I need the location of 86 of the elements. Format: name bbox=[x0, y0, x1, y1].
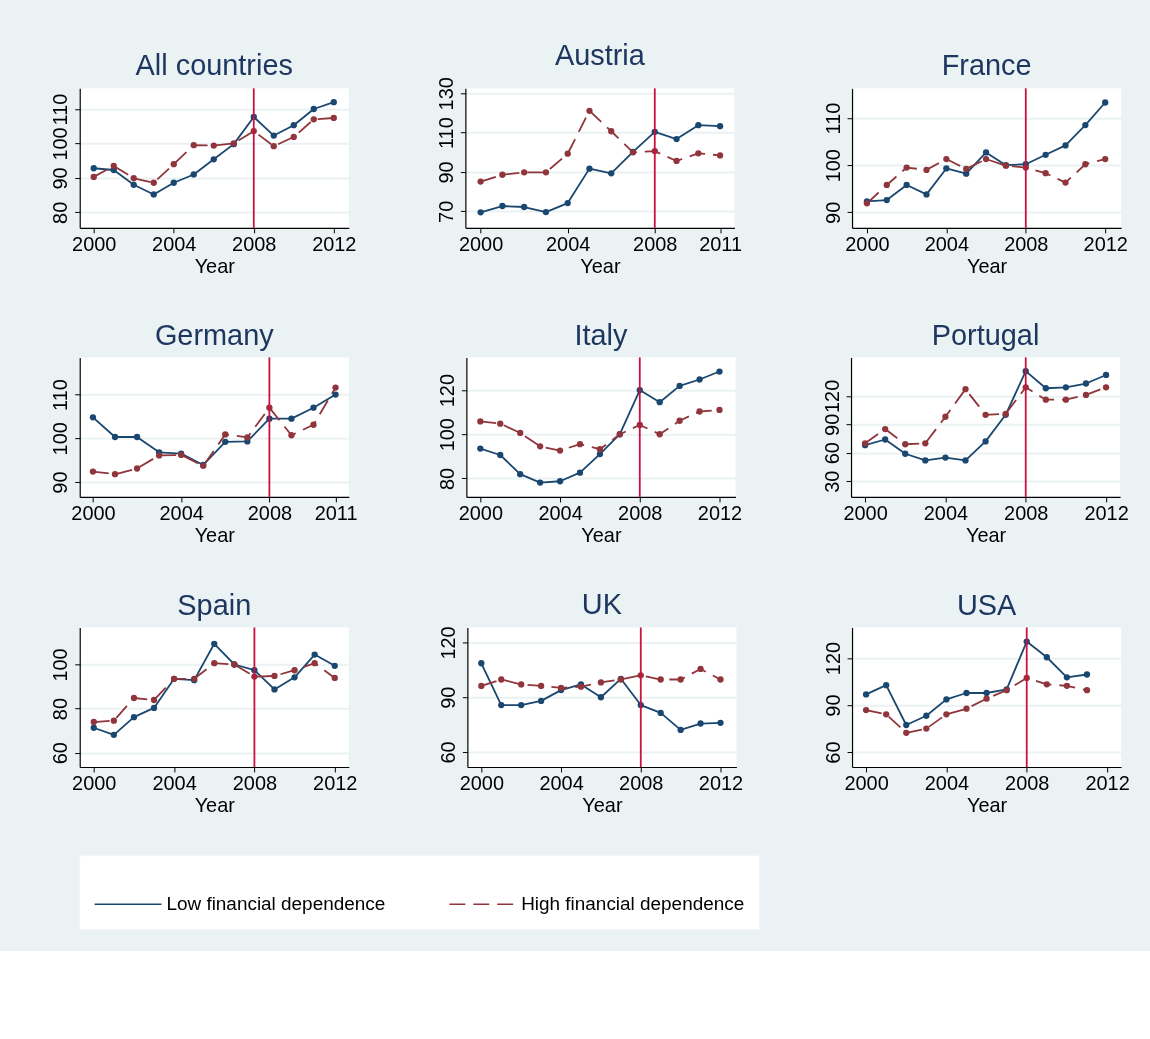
x-tick-label: 2000 bbox=[844, 772, 889, 795]
chart-title: Austria bbox=[554, 38, 646, 71]
x-tick-label: 2008 bbox=[1005, 772, 1050, 795]
x-tick-label: 2000 bbox=[459, 772, 504, 795]
x-tick-label: 2008 bbox=[1004, 233, 1049, 256]
y-tick-label: 120 bbox=[821, 641, 844, 676]
x-axis-title: Year bbox=[582, 794, 623, 817]
x-axis-title: Year bbox=[965, 524, 1007, 547]
x-tick-label: 2004 bbox=[159, 502, 204, 525]
x-tick-label: 2000 bbox=[843, 502, 888, 525]
legend-label: Low financial dependence bbox=[166, 893, 386, 915]
y-tick-label: 80 bbox=[49, 697, 72, 721]
y-tick-label: 90 bbox=[436, 686, 459, 709]
x-tick-label: 2004 bbox=[152, 233, 197, 256]
x-tick-label: 2011 bbox=[314, 502, 358, 525]
x-tick-label: 2004 bbox=[924, 772, 970, 795]
y-tick-label: 100 bbox=[49, 648, 72, 682]
y-tick-label: 120 bbox=[820, 379, 843, 413]
chart-title: Germany bbox=[154, 318, 275, 351]
x-axis-title: Year bbox=[580, 255, 621, 278]
x-tick-label: 2008 bbox=[232, 233, 277, 256]
y-tick-label: 60 bbox=[820, 442, 843, 465]
x-tick-label: 2004 bbox=[539, 772, 584, 795]
x-axis-title: Year bbox=[194, 255, 236, 278]
x-tick-label: 2000 bbox=[72, 233, 117, 256]
x-axis-title: Year bbox=[194, 794, 236, 817]
y-tick-label: 60 bbox=[49, 742, 72, 765]
chart-title: USA bbox=[956, 588, 1017, 621]
y-tick-label: 120 bbox=[435, 373, 458, 408]
y-tick-label: 100 bbox=[49, 127, 72, 161]
x-tick-label: 2008 bbox=[633, 233, 678, 256]
x-tick-label: 2004 bbox=[923, 502, 969, 525]
x-tick-label: 2000 bbox=[71, 502, 116, 525]
y-tick-label: 90 bbox=[49, 471, 72, 494]
x-axis-title: Year bbox=[966, 255, 1008, 278]
x-axis-title: Year bbox=[966, 794, 1008, 817]
x-tick-label: 2012 bbox=[312, 233, 357, 256]
x-axis-title: Year bbox=[194, 524, 236, 547]
y-tick-label: 130 bbox=[434, 77, 457, 111]
x-tick-label: 2004 bbox=[538, 502, 583, 525]
y-tick-label: 90 bbox=[820, 413, 843, 436]
y-tick-label: 100 bbox=[435, 418, 458, 452]
y-tick-label: 110 bbox=[434, 117, 457, 149]
x-tick-label: 2012 bbox=[1085, 772, 1130, 795]
chart-title: Spain bbox=[177, 588, 252, 621]
chart-title: Portugal bbox=[931, 318, 1040, 351]
x-tick-label: 2008 bbox=[1004, 502, 1049, 525]
x-tick-label: 2000 bbox=[458, 502, 503, 525]
y-tick-label: 120 bbox=[436, 626, 459, 660]
x-tick-label: 2008 bbox=[232, 772, 278, 795]
x-tick-label: 2004 bbox=[546, 233, 591, 256]
chart-title: Italy bbox=[574, 318, 628, 351]
y-tick-label: 60 bbox=[436, 741, 459, 764]
y-tick-label: 110 bbox=[49, 93, 72, 126]
y-tick-label: 110 bbox=[821, 102, 844, 135]
x-axis-title: Year bbox=[581, 524, 622, 547]
y-tick-label: 110 bbox=[49, 379, 72, 411]
y-tick-label: 90 bbox=[821, 201, 844, 224]
x-tick-label: 2011 bbox=[699, 233, 742, 256]
y-tick-label: 100 bbox=[49, 422, 72, 456]
y-tick-label: 90 bbox=[821, 694, 844, 717]
y-tick-label: 30 bbox=[820, 470, 843, 493]
x-tick-label: 2004 bbox=[924, 233, 970, 256]
y-tick-label: 60 bbox=[821, 741, 844, 764]
x-tick-label: 2000 bbox=[72, 772, 117, 795]
x-tick-label: 2008 bbox=[618, 502, 663, 525]
x-tick-label: 2000 bbox=[845, 233, 890, 256]
y-tick-label: 100 bbox=[821, 149, 844, 183]
y-tick-label: 90 bbox=[49, 167, 72, 190]
x-tick-label: 2008 bbox=[619, 772, 664, 795]
legend-label: High financial dependence bbox=[521, 893, 745, 915]
x-tick-label: 2000 bbox=[458, 233, 504, 256]
x-tick-label: 2012 bbox=[698, 772, 744, 795]
y-tick-label: 90 bbox=[434, 161, 457, 184]
x-tick-label: 2004 bbox=[152, 772, 197, 795]
y-tick-label: 80 bbox=[49, 201, 72, 224]
x-tick-label: 2012 bbox=[1083, 233, 1128, 256]
y-tick-label: 80 bbox=[435, 467, 458, 490]
y-tick-label: 70 bbox=[434, 200, 457, 223]
chart-title: France bbox=[941, 49, 1032, 82]
chart-title: UK bbox=[581, 587, 622, 620]
x-tick-label: 2012 bbox=[1084, 502, 1129, 525]
chart-title: All countries bbox=[135, 49, 293, 82]
x-tick-label: 2012 bbox=[697, 502, 743, 525]
x-tick-label: 2008 bbox=[247, 502, 293, 525]
x-tick-label: 2012 bbox=[313, 772, 358, 795]
